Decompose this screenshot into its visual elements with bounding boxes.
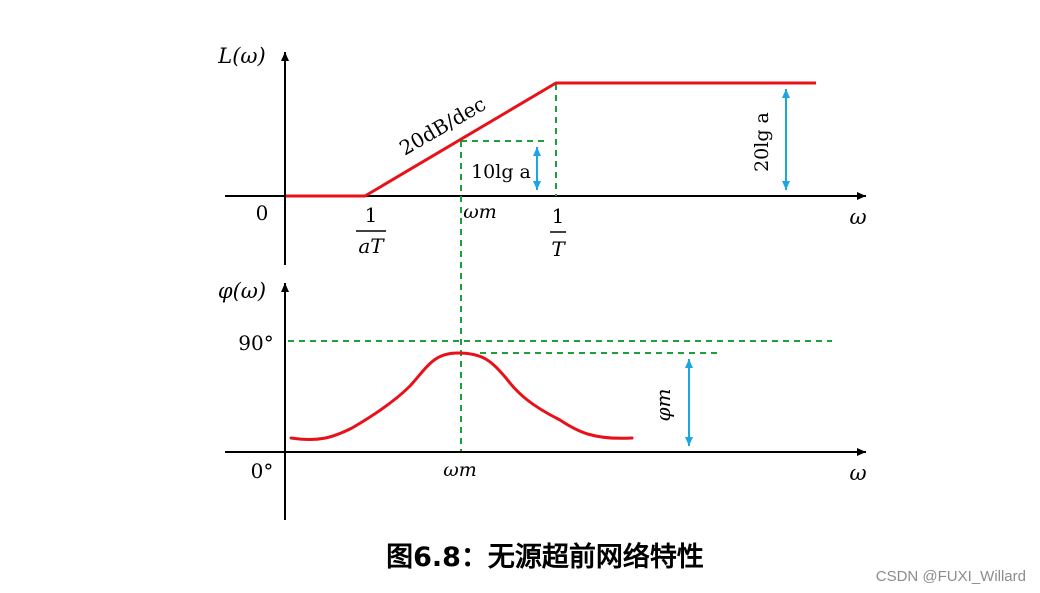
phi-m-label: φm: [651, 389, 675, 422]
corner2-denominator: T: [551, 237, 566, 261]
magnitude-x-axis-label: ω: [849, 205, 866, 229]
mid-gain-label: 10lg a: [471, 161, 531, 183]
corner1-numerator: 1: [365, 203, 378, 227]
tick-90-label: 90°: [238, 331, 273, 355]
magnitude-plot: L(ω) ω 0 20dB/dec 10lg a 20lg a 1 aT ωm …: [217, 44, 867, 452]
phase-omega-m-label: ωm: [443, 459, 477, 481]
magnitude-y-axis-label: L(ω): [217, 44, 265, 68]
corner2-fraction: 1 T: [550, 204, 566, 261]
corner2-numerator: 1: [552, 204, 565, 228]
tick-0-label: 0°: [251, 459, 274, 483]
phase-plot: φ(ω) ω 90° 0° φm ωm: [218, 279, 867, 520]
corner1-denominator: aT: [358, 234, 385, 258]
watermark: CSDN @FUXI_Willard: [876, 568, 1026, 585]
phase-x-axis-label: ω: [849, 461, 866, 485]
magnitude-asymptote-curve: [286, 81, 816, 198]
figure-caption: 图6.8：无源超前网络特性: [386, 541, 704, 573]
magnitude-omega-m-label: ωm: [463, 201, 497, 223]
phase-y-axis-label: φ(ω): [218, 279, 266, 303]
magnitude-origin-label: 0: [256, 201, 269, 225]
phase-curve: [289, 351, 634, 442]
max-gain-label: 20lg a: [751, 112, 773, 172]
corner1-fraction: 1 aT: [356, 203, 386, 258]
